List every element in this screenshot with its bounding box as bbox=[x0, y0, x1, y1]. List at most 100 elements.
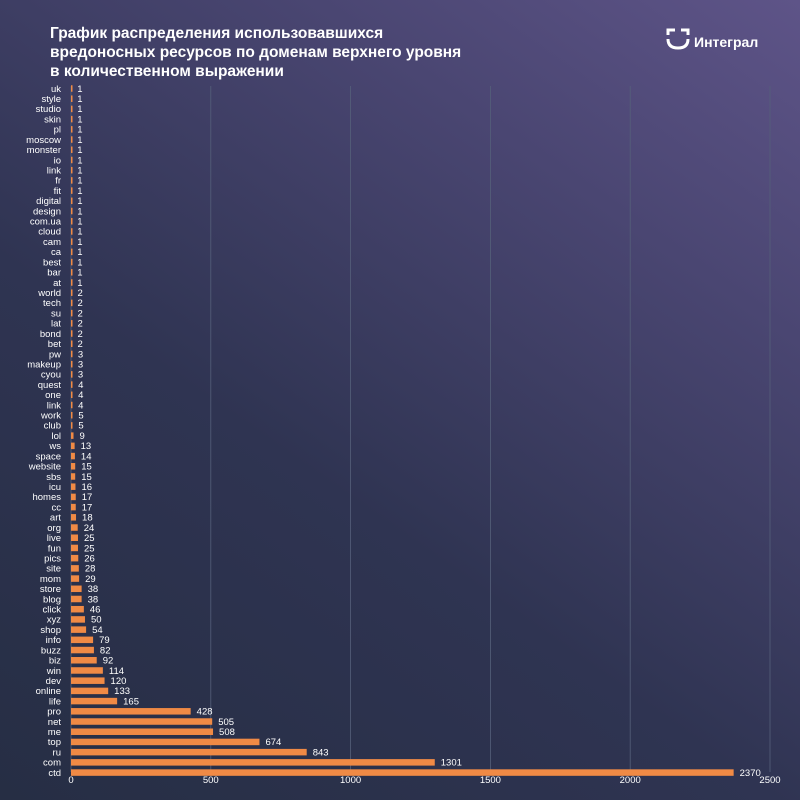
bar bbox=[71, 115, 73, 123]
bar bbox=[71, 524, 78, 531]
bar bbox=[71, 748, 307, 756]
bar bbox=[71, 299, 73, 307]
x-tick-label: 2500 bbox=[759, 775, 780, 786]
category-label: fr bbox=[55, 176, 61, 187]
bar bbox=[71, 605, 84, 613]
category-label: click bbox=[43, 605, 62, 616]
category-label: cloud bbox=[38, 227, 61, 238]
value-label: 9 bbox=[80, 431, 85, 442]
category-label: makeup bbox=[27, 359, 61, 370]
bar bbox=[71, 126, 73, 133]
value-label: 15 bbox=[81, 472, 92, 483]
bar bbox=[71, 554, 79, 562]
category-label: icu bbox=[49, 482, 61, 493]
value-label: 508 bbox=[219, 727, 235, 738]
category-label: digital bbox=[36, 196, 61, 207]
value-label: 16 bbox=[81, 482, 92, 493]
value-label: 674 bbox=[265, 737, 281, 748]
category-label: design bbox=[33, 206, 61, 217]
category-label: blog bbox=[43, 594, 61, 605]
bar bbox=[71, 728, 214, 735]
value-label: 92 bbox=[103, 656, 114, 667]
x-tick-label: 2000 bbox=[620, 775, 641, 786]
chart-title: График распределения использовавшихся вр… bbox=[50, 24, 510, 81]
bar bbox=[71, 320, 73, 327]
bar bbox=[71, 207, 73, 215]
bar bbox=[71, 565, 79, 572]
bar bbox=[71, 759, 435, 766]
category-label: tech bbox=[43, 298, 61, 309]
bar bbox=[71, 350, 73, 358]
bar bbox=[71, 248, 73, 256]
bar bbox=[71, 401, 73, 409]
category-label: pro bbox=[47, 707, 61, 718]
value-label: 79 bbox=[99, 635, 110, 646]
value-label: 120 bbox=[111, 676, 127, 687]
bar bbox=[71, 473, 76, 480]
bar bbox=[71, 646, 94, 654]
bar bbox=[71, 544, 78, 552]
category-label: pw bbox=[49, 349, 61, 360]
chart-title-line: в количественном выражении bbox=[50, 63, 284, 80]
category-label: buzz bbox=[41, 645, 61, 656]
category-label: moscow bbox=[26, 135, 61, 146]
value-label: 133 bbox=[114, 686, 130, 697]
value-label: 1 bbox=[77, 217, 82, 228]
bar bbox=[71, 463, 76, 470]
bar bbox=[71, 269, 73, 276]
value-label: 54 bbox=[92, 625, 103, 636]
value-label: 24 bbox=[84, 523, 95, 534]
chart-gridlines bbox=[70, 86, 771, 772]
value-label: 25 bbox=[84, 533, 95, 544]
bar bbox=[71, 228, 73, 235]
bar bbox=[71, 697, 118, 705]
category-label: org bbox=[47, 523, 61, 534]
bar bbox=[71, 411, 73, 419]
category-label: space bbox=[36, 451, 61, 462]
value-label: 1 bbox=[77, 247, 82, 258]
bar bbox=[71, 626, 87, 633]
category-label: fit bbox=[54, 186, 62, 197]
brand-name: Интеграл bbox=[694, 33, 759, 50]
bar bbox=[71, 514, 77, 521]
value-label: 5 bbox=[78, 411, 83, 422]
category-label: skin bbox=[44, 114, 61, 125]
value-label: 18 bbox=[82, 513, 93, 524]
value-label: 505 bbox=[218, 717, 234, 728]
value-label: 2 bbox=[78, 308, 83, 319]
bar bbox=[71, 657, 97, 664]
chart-labels: 0 500 1000 1500 2000 2500 uk 1 style 1 studio 1 skin… bbox=[26, 84, 780, 786]
value-label: 2 bbox=[78, 319, 83, 330]
chart-title-line: вредоносных ресурсов по доменам верхнего… bbox=[50, 44, 462, 61]
bar bbox=[71, 422, 73, 429]
value-label: 29 bbox=[85, 574, 96, 585]
value-label: 2 bbox=[78, 288, 83, 299]
category-label: website bbox=[28, 462, 61, 473]
category-label: fun bbox=[48, 543, 61, 554]
value-label: 25 bbox=[84, 543, 95, 554]
category-label: at bbox=[53, 278, 61, 289]
value-label: 1 bbox=[77, 186, 82, 197]
category-label: link bbox=[47, 165, 62, 176]
bar bbox=[71, 718, 213, 725]
bar bbox=[71, 687, 109, 695]
value-label: 1 bbox=[77, 206, 82, 217]
category-label: lol bbox=[51, 431, 61, 442]
bar bbox=[71, 340, 73, 347]
value-label: 13 bbox=[81, 441, 92, 452]
value-label: 3 bbox=[78, 370, 83, 381]
category-label: shop bbox=[40, 625, 61, 636]
value-label: 1 bbox=[77, 176, 82, 187]
category-label: ctd bbox=[48, 768, 61, 779]
bar bbox=[71, 534, 78, 541]
value-label: 3 bbox=[78, 359, 83, 370]
category-label: mom bbox=[40, 574, 61, 585]
bar bbox=[71, 769, 734, 776]
bar bbox=[71, 636, 94, 644]
category-label: info bbox=[46, 635, 61, 646]
value-label: 1 bbox=[77, 165, 82, 176]
bar bbox=[71, 146, 73, 154]
bar bbox=[71, 85, 73, 92]
value-label: 1301 bbox=[441, 758, 462, 769]
